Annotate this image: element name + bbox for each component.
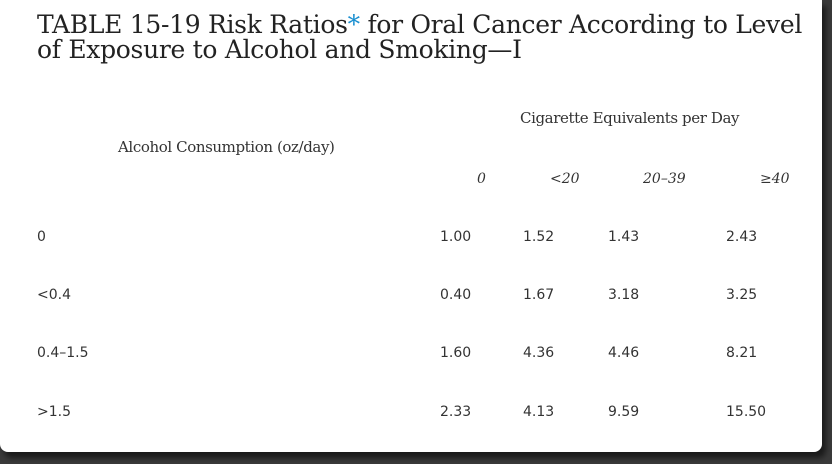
column-header-lt20: <20 bbox=[550, 171, 580, 187]
row-label: >1.5 bbox=[37, 404, 71, 420]
row-label: 0 bbox=[37, 229, 46, 245]
table-cell: 3.25 bbox=[726, 287, 758, 303]
table-card: TABLE 15-19 Risk Ratios* for Oral Cancer… bbox=[0, 0, 822, 452]
table-cell: 3.18 bbox=[608, 287, 640, 303]
column-header-ge40: ≥40 bbox=[760, 171, 790, 187]
table-cell: 9.59 bbox=[608, 404, 640, 420]
table-cell: 1.52 bbox=[523, 229, 555, 245]
table-cell: 1.67 bbox=[523, 287, 555, 303]
table-cell: 0.40 bbox=[440, 287, 472, 303]
footnote-asterisk-link[interactable]: * bbox=[347, 10, 361, 39]
table-cell: 4.36 bbox=[523, 345, 555, 361]
row-label: 0.4–1.5 bbox=[37, 345, 89, 361]
table-cell: 1.60 bbox=[440, 345, 472, 361]
table-cell: 2.33 bbox=[440, 404, 472, 420]
table-cell: 1.43 bbox=[608, 229, 640, 245]
column-header-20-39: 20–39 bbox=[643, 171, 686, 187]
table-title: TABLE 15-19 Risk Ratios* for Oral Cancer… bbox=[37, 12, 817, 62]
table-cell: 15.50 bbox=[726, 404, 767, 420]
cigarette-group-header: Cigarette Equivalents per Day bbox=[520, 109, 740, 127]
column-header-0: 0 bbox=[477, 171, 486, 187]
table-cell: 4.46 bbox=[608, 345, 640, 361]
table-cell: 8.21 bbox=[726, 345, 758, 361]
table-cell: 2.43 bbox=[726, 229, 758, 245]
table-cell: 4.13 bbox=[523, 404, 555, 420]
title-text: TABLE 15-19 Risk Ratios bbox=[37, 10, 348, 39]
row-label: <0.4 bbox=[37, 287, 71, 303]
table-cell: 1.00 bbox=[440, 229, 472, 245]
title-text-rest: for Oral Cancer According to Level of Ex… bbox=[37, 10, 803, 64]
alcohol-row-header: Alcohol Consumption (oz/day) bbox=[118, 138, 335, 156]
